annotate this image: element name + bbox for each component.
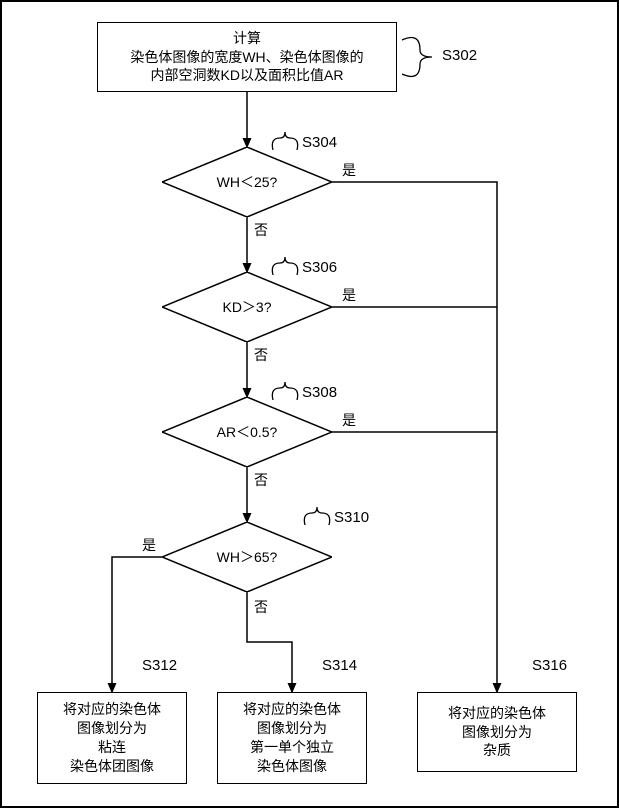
decision-s310: WH＞65? bbox=[162, 522, 332, 592]
flowchart-canvas: 计算 染色体图像的宽度WH、染色体图像的 内部空洞数KD以及面积比值AR S30… bbox=[0, 0, 619, 808]
yes-label-s306: 是 bbox=[342, 285, 356, 305]
step-s316-box: 将对应的染色体 图像划分为 杂质 bbox=[417, 692, 577, 772]
step-label-s310: S310 bbox=[334, 509, 369, 526]
brace-s304 bbox=[270, 132, 300, 150]
decision-s304: WH＜25? bbox=[162, 147, 332, 217]
yes-label-s304: 是 bbox=[342, 160, 356, 180]
step-s312-text: 将对应的染色体 图像划分为 粘连 染色体团图像 bbox=[63, 700, 161, 776]
step-label-s308: S308 bbox=[302, 384, 337, 401]
step-label-s306: S306 bbox=[302, 259, 337, 276]
step-label-s316: S316 bbox=[532, 657, 567, 674]
decision-s306-text: KD＞3? bbox=[222, 297, 271, 317]
step-s316-text: 将对应的染色体 图像划分为 杂质 bbox=[448, 704, 546, 761]
decision-s308-text: AR＜0.5? bbox=[217, 422, 278, 442]
brace-s310 bbox=[302, 507, 332, 525]
decision-s306: KD＞3? bbox=[162, 272, 332, 342]
step-label-s302: S302 bbox=[442, 47, 477, 64]
step-label-s314: S314 bbox=[322, 657, 357, 674]
step-s314-text: 将对应的染色体 图像划分为 第一单个独立 染色体图像 bbox=[243, 700, 341, 776]
brace-s302 bbox=[402, 32, 438, 82]
step-label-s304: S304 bbox=[302, 134, 337, 151]
step-s314-box: 将对应的染色体 图像划分为 第一单个独立 染色体图像 bbox=[217, 692, 367, 784]
step-s302-box: 计算 染色体图像的宽度WH、染色体图像的 内部空洞数KD以及面积比值AR bbox=[97, 22, 397, 92]
step-s302-text: 计算 染色体图像的宽度WH、染色体图像的 内部空洞数KD以及面积比值AR bbox=[130, 29, 363, 86]
yes-label-s310: 是 bbox=[142, 535, 156, 555]
decision-s308: AR＜0.5? bbox=[162, 397, 332, 467]
no-label-s310: 否 bbox=[254, 597, 268, 617]
no-label-s308: 否 bbox=[254, 470, 268, 490]
brace-s306 bbox=[270, 257, 300, 275]
decision-s304-text: WH＜25? bbox=[217, 172, 278, 192]
step-label-s312: S312 bbox=[142, 657, 177, 674]
decision-s310-text: WH＞65? bbox=[217, 547, 278, 567]
yes-label-s308: 是 bbox=[342, 410, 356, 430]
no-label-s304: 否 bbox=[254, 220, 268, 240]
no-label-s306: 否 bbox=[254, 345, 268, 365]
step-s312-box: 将对应的染色体 图像划分为 粘连 染色体团图像 bbox=[37, 692, 187, 784]
brace-s308 bbox=[270, 382, 300, 400]
